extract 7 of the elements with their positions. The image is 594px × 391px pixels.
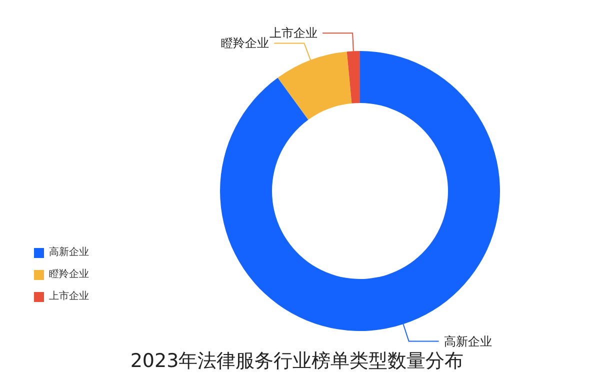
- legend-label: 瞪羚企业: [49, 268, 89, 282]
- legend-label: 上市企业: [49, 290, 89, 304]
- slice-label: 高新企业: [444, 334, 492, 348]
- slice-label: 上市企业: [270, 26, 318, 40]
- text: 2023年法律服务行业榜单类型数量分布: [129, 349, 465, 374]
- slice-label: 瞪羚企业: [221, 36, 270, 50]
- legend-label: 高新企业: [49, 246, 89, 260]
